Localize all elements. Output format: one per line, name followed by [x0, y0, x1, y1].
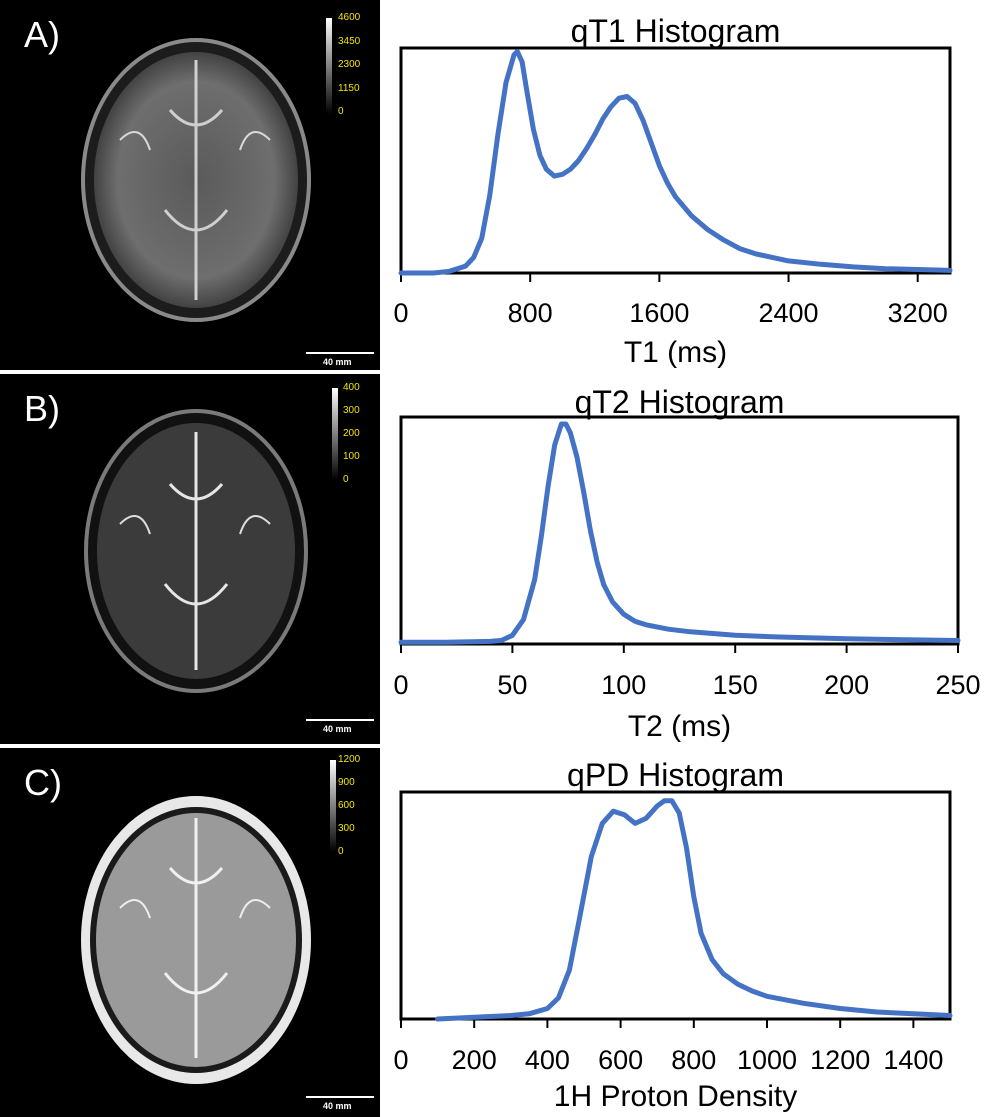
scale-bar-label: 40 mm	[323, 357, 352, 367]
colorbar-tick: 100	[343, 451, 360, 462]
x-tick-label: 0	[393, 1045, 408, 1075]
colorbar-tick: 0	[338, 106, 344, 117]
x-tick-label: 50	[497, 670, 527, 700]
mri-image-panel-c: C) 1200 900 600 300 0 40 mm	[0, 748, 380, 1117]
x-tick-label: 200	[452, 1045, 497, 1075]
colorbar-tick: 1200	[338, 754, 361, 765]
x-tick-label: 200	[824, 670, 869, 700]
qpd-histogram-chart: qPD Histogram 0 200 400 600 800 1000 1200 1400 1H…	[393, 757, 953, 1113]
mri-image-panel-b: B) 400 300 200 100 0 40 mm	[0, 374, 380, 744]
mri-image-panel-a: A) 4600 3450 2300 1150 0 40 mm	[0, 0, 380, 370]
chart-title: qPD Histogram	[567, 757, 784, 793]
histogram-line	[435, 798, 953, 1022]
colorbar-tick: 300	[343, 405, 360, 416]
x-tick-label: 100	[601, 670, 646, 700]
x-tick-label: 800	[508, 298, 553, 328]
colorbar	[332, 388, 338, 480]
colorbar	[326, 18, 332, 114]
colorbar-tick: 4600	[338, 12, 361, 23]
plot-frame	[399, 46, 952, 275]
chart-title: qT1 Histogram	[571, 13, 781, 49]
scale-bar-label: 40 mm	[323, 724, 352, 734]
colorbar-tick: 900	[338, 777, 355, 788]
colorbar-tick: 300	[338, 823, 355, 834]
x-tick-label: 600	[598, 1045, 643, 1075]
x-tick-label: 0	[393, 670, 408, 700]
colorbar-tick: 200	[343, 428, 360, 439]
histogram-line	[398, 421, 961, 645]
colorbar-tick: 3450	[338, 36, 361, 47]
x-tick-label: 1200	[810, 1045, 870, 1075]
panel-label: B)	[24, 388, 60, 429]
x-tick-label: 150	[713, 670, 758, 700]
x-axis-label: T2 (ms)	[628, 710, 731, 743]
x-axis-label: T1 (ms)	[624, 336, 727, 369]
colorbar	[330, 760, 336, 852]
x-tick-label: 2400	[758, 298, 818, 328]
colorbar-tick: 600	[338, 800, 355, 811]
panel-label: A)	[24, 14, 60, 55]
colorbar-tick: 1150	[338, 83, 360, 94]
qt2-histogram-chart: qT2 Histogram 0 50 100 150 200 250 T2 (ms)	[393, 384, 980, 743]
plot-frame	[399, 790, 952, 1021]
histogram-line	[398, 49, 953, 276]
brain-mri-t1-map	[81, 38, 311, 322]
chart-title: qT2 Histogram	[575, 384, 785, 420]
colorbar-tick: 0	[343, 474, 349, 485]
x-tick-label: 1600	[629, 298, 689, 328]
plot-frame	[399, 415, 960, 646]
colorbar-tick: 400	[343, 382, 360, 393]
scale-bar	[306, 352, 374, 354]
x-tick-label: 1400	[883, 1045, 943, 1075]
x-tick-label: 250	[935, 670, 980, 700]
x-tick-label: 0	[393, 298, 408, 328]
x-tick-label: 3200	[888, 298, 948, 328]
brain-mri-pd-map	[81, 796, 311, 1084]
x-tick-label: 800	[671, 1045, 716, 1075]
colorbar-tick: 0	[338, 846, 344, 857]
x-axis-label: 1H Proton Density	[554, 1080, 797, 1113]
colorbar-tick: 2300	[338, 59, 361, 70]
x-tick-label: 400	[525, 1045, 570, 1075]
x-tick-label: 1000	[737, 1045, 797, 1075]
qt1-histogram-chart: qT1 Histogram 0 800 1600 2400 3200 T1 (ms)	[393, 13, 953, 369]
brain-mri-t2-map	[84, 409, 308, 693]
scale-bar-label: 40 mm	[323, 1101, 352, 1111]
panel-label: C)	[24, 762, 62, 803]
scale-bar	[306, 1096, 374, 1098]
scale-bar	[306, 719, 374, 721]
